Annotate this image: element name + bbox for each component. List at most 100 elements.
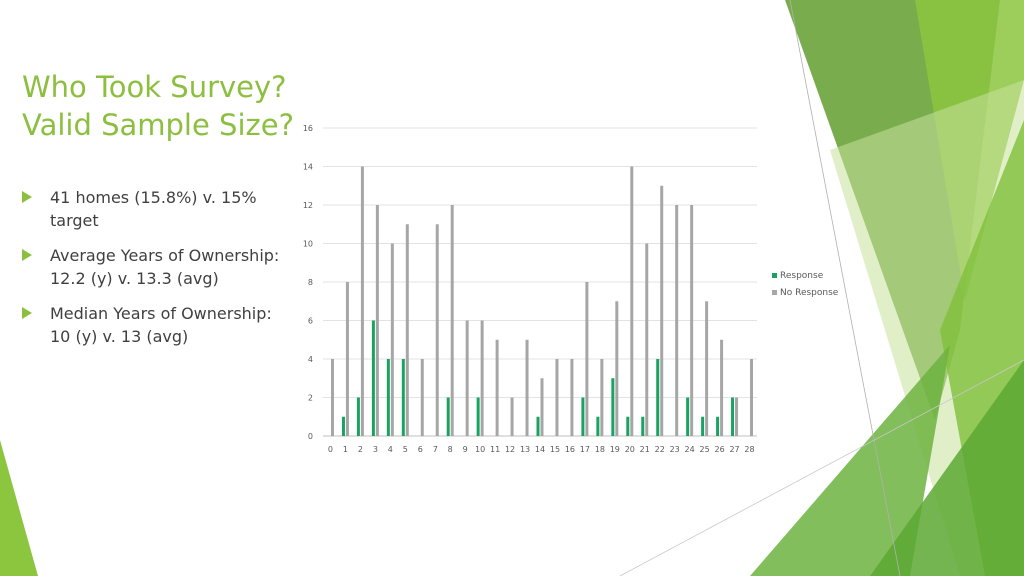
bullet-arrow-icon — [22, 307, 32, 319]
bar-response — [476, 397, 480, 436]
bar-no-response — [450, 205, 454, 436]
bar-no-response — [555, 359, 559, 436]
bar-no-response — [525, 339, 529, 436]
bar-response — [341, 416, 345, 436]
x-tick-label: 9 — [463, 445, 468, 454]
x-tick-label: 3 — [373, 445, 378, 454]
y-tick-label: 14 — [303, 163, 313, 172]
bullet-arrow-icon — [22, 191, 32, 203]
x-tick-label: 2 — [358, 445, 363, 454]
x-tick-label: 22 — [655, 445, 665, 454]
bar-no-response — [540, 378, 544, 436]
deco-shape-left-sliver — [0, 440, 38, 576]
bar-no-response — [660, 185, 664, 436]
x-tick-label: 21 — [640, 445, 650, 454]
deco-line-1 — [789, 0, 901, 576]
legend-label: Response — [780, 271, 824, 281]
x-tick-label: 19 — [610, 445, 620, 454]
x-tick-label: 8 — [448, 445, 453, 454]
bar-response — [356, 397, 360, 436]
y-tick-label: 6 — [308, 317, 313, 326]
bullet-text: Median Years of Ownership: 10 (y) v. 13 … — [50, 304, 272, 346]
bar-no-response — [585, 282, 589, 436]
x-tick-label: 1 — [343, 445, 348, 454]
bar-no-response — [690, 205, 694, 436]
bullet-item: Average Years of Ownership: 12.2 (y) v. … — [22, 244, 297, 290]
x-tick-label: 5 — [403, 445, 408, 454]
bar-no-response — [675, 205, 679, 436]
bar-no-response — [720, 339, 724, 436]
x-tick-label: 14 — [535, 445, 545, 454]
x-tick-label: 10 — [475, 445, 485, 454]
x-tick-label: 6 — [418, 445, 423, 454]
deco-shape-bottom-right-2 — [870, 360, 1024, 576]
bar-no-response — [510, 397, 514, 436]
x-tick-label: 25 — [700, 445, 710, 454]
bar-no-response — [465, 320, 469, 436]
x-tick-label: 4 — [388, 445, 393, 454]
bar-no-response — [360, 166, 364, 436]
bar-response — [386, 359, 390, 436]
slide-title: Who Took Survey? Valid Sample Size? — [22, 68, 312, 144]
bar-no-response — [420, 359, 424, 436]
bar-no-response — [570, 359, 574, 436]
x-tick-label: 20 — [625, 445, 635, 454]
bar-no-response — [405, 224, 409, 436]
bar-no-response — [705, 301, 709, 436]
bar-no-response — [330, 359, 334, 436]
bar-response — [536, 416, 540, 436]
bullet-text: Average Years of Ownership: 12.2 (y) v. … — [50, 246, 280, 288]
bar-response — [446, 397, 450, 436]
y-tick-label: 12 — [303, 201, 313, 210]
y-tick-label: 16 — [303, 124, 313, 133]
bar-response — [731, 397, 735, 436]
bar-response — [656, 359, 660, 436]
bullet-text: 41 homes (15.8%) v. 15% target — [50, 188, 257, 230]
bar-response — [611, 378, 615, 436]
bar-response — [581, 397, 585, 436]
x-tick-label: 16 — [565, 445, 575, 454]
x-tick-label: 0 — [328, 445, 333, 454]
y-tick-label: 0 — [308, 432, 313, 441]
bar-response — [641, 416, 645, 436]
bar-response — [596, 416, 600, 436]
bar-no-response — [600, 359, 604, 436]
bar-response — [686, 397, 690, 436]
bar-no-response — [615, 301, 619, 436]
y-tick-label: 10 — [303, 240, 313, 249]
x-tick-label: 11 — [490, 445, 500, 454]
bar-no-response — [345, 282, 349, 436]
x-tick-label: 27 — [729, 445, 739, 454]
bar-no-response — [645, 243, 649, 436]
bar-no-response — [480, 320, 484, 436]
bar-no-response — [750, 359, 754, 436]
x-tick-label: 7 — [433, 445, 438, 454]
deco-shape-bottom-right — [750, 345, 950, 576]
bar-no-response — [390, 243, 394, 436]
bar-no-response — [630, 166, 634, 436]
bar-response — [626, 416, 630, 436]
bullet-arrow-icon — [22, 249, 32, 261]
x-tick-label: 17 — [580, 445, 590, 454]
legend-swatch — [772, 273, 777, 278]
bar-no-response — [375, 205, 379, 436]
bar-response — [701, 416, 705, 436]
slide-title-line-2: Valid Sample Size? — [22, 108, 294, 142]
bar-response — [401, 359, 405, 436]
bullet-list: 41 homes (15.8%) v. 15% target Average Y… — [22, 186, 297, 360]
bar-no-response — [495, 339, 499, 436]
legend-label: No Response — [780, 288, 839, 298]
x-tick-label: 26 — [714, 445, 724, 454]
x-tick-label: 15 — [550, 445, 560, 454]
slide-title-line-1: Who Took Survey? — [22, 70, 287, 104]
bullet-item: 41 homes (15.8%) v. 15% target — [22, 186, 297, 232]
legend-swatch — [772, 290, 777, 295]
x-tick-label: 13 — [520, 445, 530, 454]
y-tick-label: 8 — [308, 278, 313, 287]
x-tick-label: 12 — [505, 445, 515, 454]
x-tick-label: 28 — [744, 445, 754, 454]
bar-response — [716, 416, 720, 436]
bullet-item: Median Years of Ownership: 10 (y) v. 13 … — [22, 302, 297, 348]
x-tick-label: 18 — [595, 445, 605, 454]
